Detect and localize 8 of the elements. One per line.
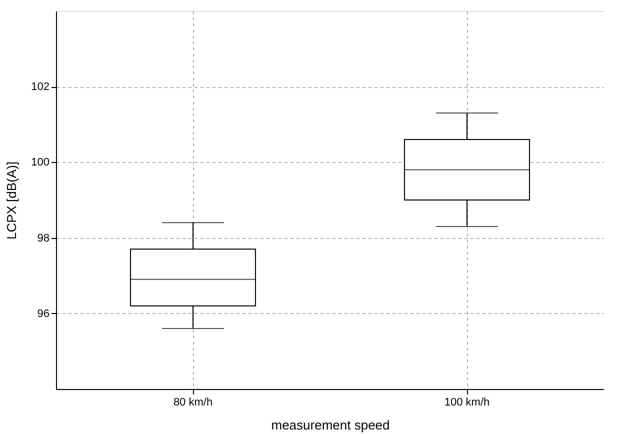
y-axis-title: LCPX [dB(A)] xyxy=(4,161,20,240)
x-tick-label: 80 km/h xyxy=(173,396,213,408)
x-tick-label: 100 km/h xyxy=(444,396,490,408)
y-tick-label: 98 xyxy=(37,232,50,244)
y-tick-label: 102 xyxy=(31,81,50,94)
x-axis-title: measurement speed xyxy=(271,418,390,432)
y-tick-label: 96 xyxy=(37,308,50,320)
y-tick-label: 100 xyxy=(31,156,50,169)
